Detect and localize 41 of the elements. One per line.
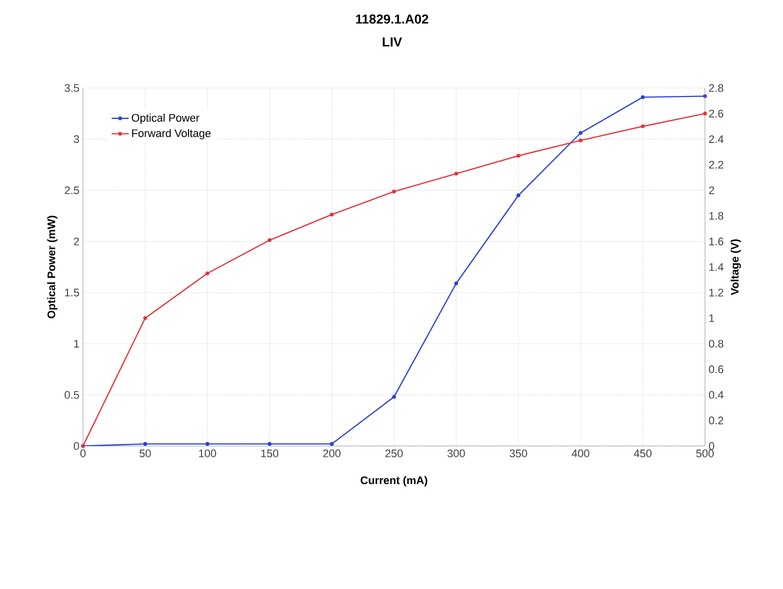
y2-tick-label: 2.2 <box>709 160 724 169</box>
y-tick-label: 2 <box>74 238 79 246</box>
x-tick-label: 50 <box>140 450 151 458</box>
y2-tick-label: 2.6 <box>709 110 724 118</box>
x-tick-label: 500 <box>696 450 714 458</box>
x-tick-label: 100 <box>199 450 216 458</box>
x-tick-label: 300 <box>447 450 465 458</box>
chart-subtitle: LIV <box>382 38 402 46</box>
y2-axis-title: Voltage (V) <box>730 239 741 296</box>
y2-tick-label: 1 <box>709 314 714 322</box>
y2-tick-label: 2.4 <box>709 135 724 143</box>
y2-tick-label: 2.8 <box>709 84 724 92</box>
y-tick-label: 0 <box>74 442 80 450</box>
y-tick-label: 1.5 <box>65 288 80 296</box>
legend-label: Forward Voltage <box>132 129 211 140</box>
y2-tick-label: 1.4 <box>709 263 724 271</box>
x-tick-label: 250 <box>385 450 403 458</box>
x-tick-label: 450 <box>634 450 652 458</box>
x-tick-label: 200 <box>323 450 340 458</box>
y2-tick-label: 0.8 <box>708 340 724 348</box>
y2-tick-label: 1.6 <box>709 238 724 246</box>
y2-tick-label: 0.4 <box>708 390 724 399</box>
x-axis-title: Current (mA) <box>360 476 428 486</box>
y2-tick-label: 2 <box>709 186 714 194</box>
y2-tick-label: 0 <box>708 442 714 450</box>
x-tick-label: 0 <box>80 450 86 458</box>
y2-tick-label: 0.6 <box>708 365 724 374</box>
y2-tick-label: 0.2 <box>708 416 724 424</box>
y-tick-label: 2.5 <box>64 186 80 194</box>
chart-title: 11829.1.A02 <box>356 14 428 24</box>
legend-label: Optical Power <box>132 114 200 124</box>
x-tick-label: 150 <box>261 450 278 458</box>
y2-tick-label: 1.2 <box>709 288 724 296</box>
y-axis-title: Optical Power (mW) <box>47 216 58 318</box>
y-tick-label: 3 <box>74 135 79 144</box>
y-tick-label: 0.5 <box>64 390 80 399</box>
y-tick-label: 3.5 <box>64 84 80 92</box>
x-tick-label: 400 <box>572 450 590 458</box>
y-tick-label: 1 <box>74 340 79 348</box>
y2-tick-label: 1.8 <box>709 212 724 220</box>
x-tick-label: 350 <box>510 450 528 458</box>
